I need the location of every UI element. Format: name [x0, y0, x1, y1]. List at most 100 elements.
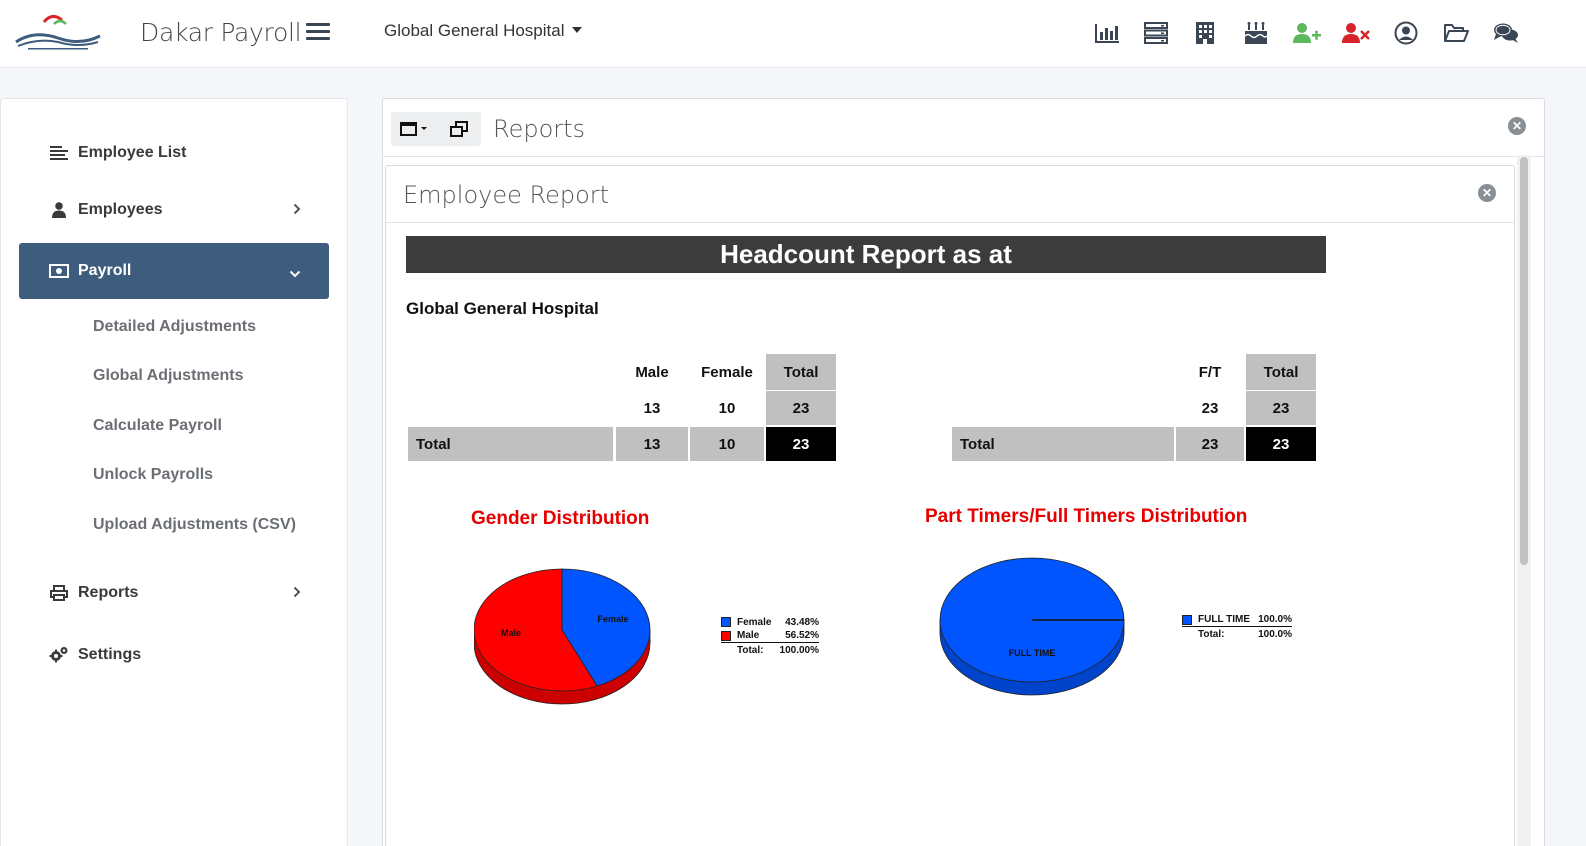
- table-header-ft: F/T: [1198, 363, 1222, 381]
- legend-total-pct: 100.0%: [1258, 628, 1292, 640]
- gender-chart-title: Gender Distribution: [471, 508, 650, 529]
- chevron-right-icon: [293, 202, 301, 220]
- table-cell-grand-total: 23: [766, 427, 836, 461]
- comments-icon[interactable]: [1489, 16, 1523, 50]
- hamburger-menu-icon[interactable]: [306, 20, 330, 42]
- user-icon: [49, 201, 69, 219]
- top-bar: Dakar Payroll Global General Hospital: [0, 0, 1586, 68]
- user-circle-icon[interactable]: [1389, 16, 1423, 50]
- table-cell: 23: [1176, 427, 1244, 461]
- legend-total-pct: 100.00%: [779, 644, 819, 656]
- legend-label: Female: [737, 616, 772, 628]
- pie-slice-female: [561, 568, 651, 687]
- legend-label: FULL TIME: [1198, 614, 1251, 625]
- legend-swatch: [1182, 614, 1192, 625]
- sidebar-item-label: Settings: [78, 646, 142, 663]
- sidebar-item-label: Employee List: [78, 144, 187, 161]
- sidebar-item-reports[interactable]: Reports: [19, 571, 329, 615]
- legend-entry-male: Male 56.52%: [721, 629, 819, 643]
- building-icon[interactable]: [1188, 16, 1222, 50]
- sidebar: Employee List Employees Payroll Detailed…: [0, 98, 348, 846]
- legend-total-label: Total:: [737, 644, 764, 656]
- gender-chart-legend: Female 43.48% Male 56.52% Total: 100.00%: [721, 615, 819, 657]
- legend-pct: 56.52%: [785, 630, 819, 641]
- table-cell: 10: [718, 399, 736, 417]
- sidebar-item-settings[interactable]: Settings: [19, 633, 329, 677]
- table-cell: 23: [1201, 399, 1219, 417]
- sidebar-item-label: Payroll: [78, 262, 132, 279]
- table-total-label: Total: [952, 427, 1174, 461]
- table-cell-grand-total: 23: [1246, 427, 1316, 461]
- user-plus-icon[interactable]: [1290, 16, 1324, 50]
- panel-header: Reports ✕: [383, 99, 1544, 157]
- pie-slice-label: FULL TIME: [1009, 648, 1056, 658]
- legend-entry-full-time: FULL TIME 100.0%: [1182, 613, 1292, 627]
- sidebar-item-employee-list[interactable]: Employee List: [19, 131, 329, 175]
- employee-report-panel: Employee Report ✕ Headcount Report as at…: [385, 165, 1515, 846]
- pie-slice-label: Male: [501, 628, 521, 638]
- table-cell: 13: [643, 399, 661, 417]
- submenu-item-calculate-payroll[interactable]: Calculate Payroll: [93, 417, 222, 434]
- submenu-item-detailed-adjustments[interactable]: Detailed Adjustments: [93, 318, 256, 335]
- organization-selector[interactable]: Global General Hospital: [384, 21, 583, 41]
- cogs-icon: [49, 646, 69, 664]
- chevron-right-icon: [293, 585, 301, 603]
- table-cell: 13: [616, 427, 688, 461]
- user-times-icon[interactable]: [1339, 16, 1373, 50]
- ft-chart-legend: FULL TIME 100.0% Total: 100.0%: [1182, 613, 1292, 641]
- report-organization: Global General Hospital: [406, 299, 599, 318]
- list-icon: [49, 144, 69, 162]
- pie-slice-male: [474, 568, 598, 692]
- restore-window-button[interactable]: [436, 112, 481, 146]
- legend-swatch: [721, 617, 731, 627]
- legend-pct: 43.48%: [785, 616, 819, 628]
- subpanel-header: Employee Report ✕: [386, 166, 1514, 223]
- table-cell: 23: [1246, 391, 1316, 425]
- print-icon: [49, 584, 69, 602]
- table-cell: 23: [766, 391, 836, 425]
- bar-chart-icon[interactable]: [1090, 16, 1124, 50]
- scrollbar-thumb[interactable]: [1520, 157, 1528, 565]
- submenu-item-global-adjustments[interactable]: Global Adjustments: [93, 367, 244, 384]
- ft-chart-title: Part Timers/Full Timers Distribution: [925, 506, 1248, 527]
- table-total-label: Total: [408, 427, 613, 461]
- server-icon[interactable]: [1139, 16, 1173, 50]
- gender-pie-chart: Female Male: [474, 568, 651, 705]
- app-title: Dakar Payroll: [140, 18, 302, 47]
- window-controls: [391, 112, 481, 146]
- legend-entry-female: Female 43.48%: [721, 615, 819, 629]
- subpanel-title: Employee Report: [403, 181, 610, 209]
- pie-slice-label: Female: [597, 614, 628, 624]
- chevron-down-icon: [289, 265, 301, 283]
- money-icon: [49, 262, 69, 280]
- window-layout-button[interactable]: [391, 112, 436, 146]
- legend-swatch: [721, 630, 731, 641]
- sidebar-item-label: Reports: [78, 584, 139, 601]
- birthday-cake-icon[interactable]: [1239, 16, 1273, 50]
- table-header-male: Male: [635, 363, 669, 381]
- sidebar-item-payroll[interactable]: Payroll: [19, 243, 329, 299]
- legend-total: Total: 100.00%: [721, 643, 819, 657]
- ft-pie-chart: FULL TIME: [939, 557, 1125, 696]
- table-header-female: Female: [701, 363, 753, 381]
- table-cell: 10: [690, 427, 764, 461]
- sidebar-item-employees[interactable]: Employees: [19, 188, 329, 232]
- sidebar-item-label: Employees: [78, 201, 163, 218]
- legend-total: Total: 100.0%: [1182, 627, 1292, 641]
- close-panel-icon[interactable]: ✕: [1508, 117, 1526, 135]
- submenu-item-unlock-payrolls[interactable]: Unlock Payrolls: [93, 466, 214, 483]
- panel-title: Reports: [493, 115, 586, 143]
- vertical-scrollbar[interactable]: [1517, 155, 1531, 846]
- report-banner: Headcount Report as at: [406, 236, 1326, 273]
- company-logo[interactable]: [14, 12, 102, 52]
- reports-panel: Reports ✕ Employee Report ✕ Headcount Re…: [382, 98, 1545, 846]
- table-header-total: Total: [766, 354, 836, 390]
- organization-name: Global General Hospital: [384, 21, 565, 40]
- legend-pct: 100.0%: [1258, 614, 1292, 625]
- caret-down-icon: [572, 27, 583, 33]
- folder-open-icon[interactable]: [1439, 16, 1473, 50]
- table-header-total: Total: [1246, 354, 1316, 390]
- close-report-icon[interactable]: ✕: [1478, 184, 1496, 202]
- submenu-item-upload-adjustments[interactable]: Upload Adjustments (CSV): [93, 516, 296, 533]
- legend-label: Male: [737, 630, 760, 641]
